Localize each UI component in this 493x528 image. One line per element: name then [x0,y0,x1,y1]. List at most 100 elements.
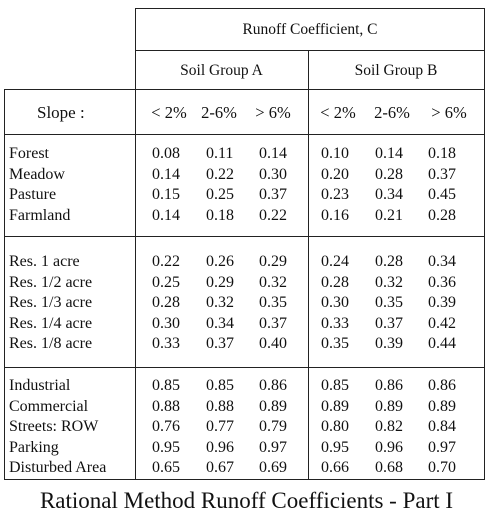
table-cell: 0.35 [321,335,349,352]
table-cell: 0.22 [152,253,180,270]
table-cell: 0.14 [259,145,287,162]
table-cell: 0.66 [321,459,349,476]
table-cell: 0.89 [321,397,349,415]
table-cell: 0.67 [206,459,234,476]
table-cell: 0.86 [428,377,456,394]
table-cell: 0.37 [259,186,287,203]
table-cell: 0.82 [375,418,403,435]
table-cell: 0.96 [206,438,234,456]
table-cell: 0.08 [152,145,180,162]
table-cell: 0.28 [428,206,456,224]
table-cell: 0.25 [206,186,234,203]
row-label: Disturbed Area [9,459,107,476]
table-cell: 0.21 [375,206,403,224]
table-cell: 0.76 [152,418,180,435]
row-label: Commercial [9,397,89,415]
label-column-divider [135,8,136,480]
table-cell: 0.30 [152,314,180,332]
table-cell: 0.79 [259,418,287,435]
row-label: Streets: ROW [9,418,99,435]
table-cell: 0.85 [206,377,234,394]
slope-header-2: 2-6% [201,103,237,122]
table-cell: 0.86 [375,377,403,394]
table-cell: 0.18 [206,206,234,224]
table-cell: 0.14 [375,145,403,162]
table-cell: 0.18 [428,145,456,162]
row-label: Res. 1 acre [9,253,80,270]
row-label: Forest [9,145,49,162]
table-cell: 0.44 [428,335,456,352]
group-divider [4,89,485,90]
table-cell: 0.97 [428,438,456,456]
table-cell: 0.37 [206,335,234,352]
table-cell: 0.22 [206,165,234,183]
table-cell: 0.39 [428,294,456,311]
table-cell: 0.25 [152,273,180,291]
table-cell: 0.86 [259,377,287,394]
table-cell: 0.29 [259,253,287,270]
table-cell: 0.34 [375,186,403,203]
table-cell: 0.28 [375,253,403,270]
section-divider-2 [4,367,485,368]
table-cell: 0.26 [206,253,234,270]
table-cell: 0.95 [152,438,180,456]
table-cell: 0.35 [375,294,403,311]
slope-header-3: > 6% [255,103,291,122]
table-cell: 0.30 [259,165,287,183]
row-label: Pasture [9,186,57,203]
table-cell: 0.29 [206,273,234,291]
table-right-border [484,8,485,480]
slope-label: Slope : [37,103,85,122]
title-divider [135,50,485,51]
table-left-border [4,89,5,480]
table-cell: 0.39 [375,335,403,352]
table-cell: 0.33 [321,314,349,332]
table-cell: 0.68 [375,459,403,476]
table-cell: 0.89 [428,397,456,415]
table-bottom-border [4,479,485,480]
table-cell: 0.23 [321,186,349,203]
table-cell: 0.28 [321,273,349,291]
soil-group-a-header: Soil Group A [180,62,263,79]
row-label: Res. 1/2 acre [9,273,93,291]
soil-group-divider [308,50,309,480]
table-cell: 0.80 [321,418,349,435]
table-cell: 0.35 [259,294,287,311]
table-cell: 0.37 [428,165,456,183]
table-cell: 0.97 [259,438,287,456]
table-cell: 0.34 [206,314,234,332]
table-cell: 0.28 [152,294,180,311]
table-cell: 0.30 [321,294,349,311]
table-cell: 0.14 [152,206,180,224]
table-cell: 0.89 [375,397,403,415]
table-cell: 0.42 [428,314,456,332]
slope-header-1: < 2% [151,103,187,122]
table-cell: 0.37 [259,314,287,332]
table-cell: 0.84 [428,418,456,435]
table-cell: 0.32 [375,273,403,291]
row-label: Industrial [9,377,71,394]
table-cell: 0.22 [259,206,287,224]
table-cell: 0.45 [428,186,456,203]
table-cell: 0.24 [321,253,349,270]
table-cell: 0.96 [375,438,403,456]
table-cell: 0.33 [152,335,180,352]
table-cell: 0.16 [321,206,349,224]
table-cell: 0.88 [206,397,234,415]
row-label: Res. 1/8 acre [9,335,93,352]
row-label: Res. 1/3 acre [9,294,93,311]
table-cell: 0.14 [152,165,180,183]
table-cell: 0.36 [428,273,456,291]
table-cell: 0.89 [259,397,287,415]
table-cell: 0.11 [206,145,234,162]
table-cell: 0.34 [428,253,456,270]
soil-group-b-header: Soil Group B [354,62,438,79]
table-cell: 0.65 [152,459,180,476]
table-cell: 0.40 [259,335,287,352]
table-cell: 0.20 [321,165,349,183]
table-top-border [135,8,485,9]
row-label: Meadow [9,165,65,183]
table-cell: 0.85 [321,377,349,394]
slope-header-4: < 2% [320,103,356,122]
section-divider-1 [4,236,485,237]
